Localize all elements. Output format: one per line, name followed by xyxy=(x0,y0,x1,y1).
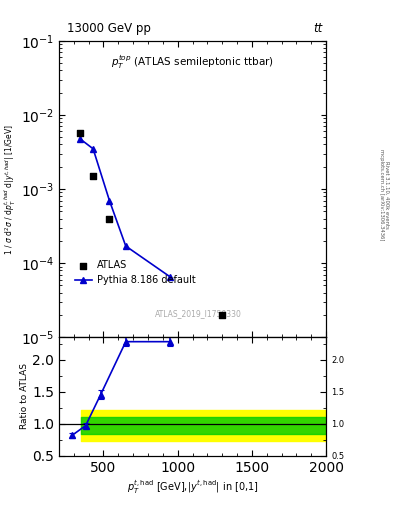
Pythia 8.186 default xyxy=(107,198,112,204)
Text: tt: tt xyxy=(313,22,322,35)
X-axis label: $p_T^{t,\mathrm{had}}$ [GeV],|$y^{t,\mathrm{had}}$| in [0,1]: $p_T^{t,\mathrm{had}}$ [GeV],|$y^{t,\mat… xyxy=(127,479,258,496)
Legend: ATLAS, Pythia 8.186 default: ATLAS, Pythia 8.186 default xyxy=(72,257,199,288)
Y-axis label: 1 / $\sigma$ d$^2$$\sigma$ / d$p_T^{t,had}$ d|$y^{t,had}$| [1/GeV]: 1 / $\sigma$ d$^2$$\sigma$ / d$p_T^{t,ha… xyxy=(2,123,18,254)
Text: Rivet 3.1.10, 400k events: Rivet 3.1.10, 400k events xyxy=(385,161,389,228)
Pythia 8.186 default xyxy=(77,136,82,142)
Y-axis label: Ratio to ATLAS: Ratio to ATLAS xyxy=(20,364,29,430)
Text: 13000 GeV pp: 13000 GeV pp xyxy=(67,22,151,35)
Pythia 8.186 default xyxy=(91,146,95,152)
ATLAS xyxy=(77,129,83,137)
ATLAS xyxy=(106,215,112,223)
Pythia 8.186 default xyxy=(168,274,173,280)
Pythia 8.186 default xyxy=(123,243,128,249)
Line: Pythia 8.186 default: Pythia 8.186 default xyxy=(76,135,174,281)
ATLAS xyxy=(219,311,226,319)
Text: mcplots.cern.ch [arXiv:1306.3436]: mcplots.cern.ch [arXiv:1306.3436] xyxy=(380,149,384,240)
ATLAS xyxy=(90,172,96,180)
Text: $p_T^{top}$ (ATLAS semileptonic ttbar): $p_T^{top}$ (ATLAS semileptonic ttbar) xyxy=(111,53,274,71)
Text: ATLAS_2019_I1750330: ATLAS_2019_I1750330 xyxy=(154,309,241,318)
